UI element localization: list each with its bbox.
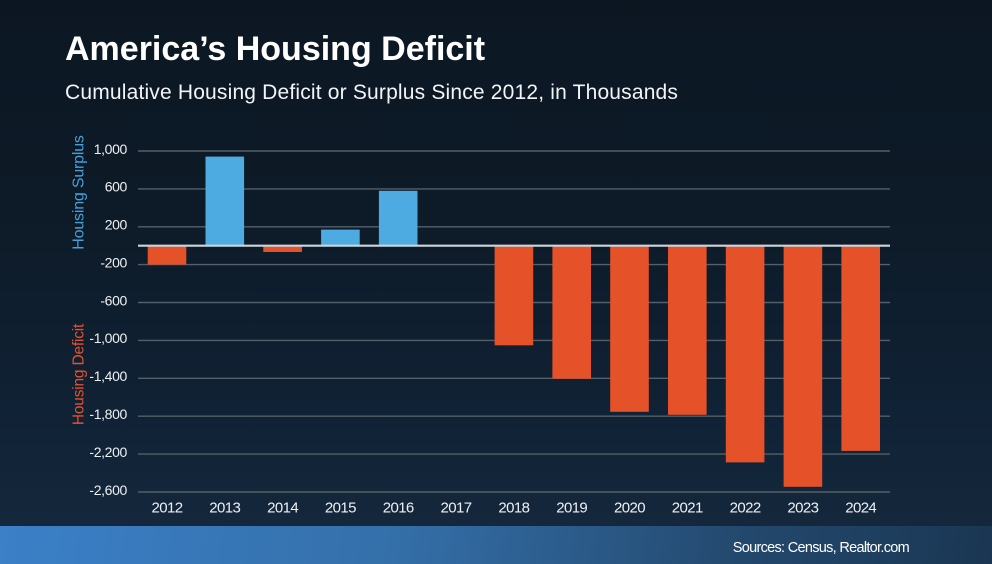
svg-text:2020: 2020 xyxy=(614,500,645,517)
svg-text:2016: 2016 xyxy=(383,500,414,517)
svg-text:2022: 2022 xyxy=(730,500,761,517)
svg-text:2019: 2019 xyxy=(556,500,587,517)
svg-text:2012: 2012 xyxy=(152,500,183,517)
svg-text:200: 200 xyxy=(105,217,128,233)
svg-text:Housing Deficit: Housing Deficit xyxy=(71,323,88,425)
svg-text:600: 600 xyxy=(105,179,128,195)
svg-text:2021: 2021 xyxy=(672,500,703,517)
svg-text:-600: -600 xyxy=(100,292,127,308)
svg-text:Housing Surplus: Housing Surplus xyxy=(71,135,88,250)
svg-text:2015: 2015 xyxy=(325,500,356,517)
svg-text:-1,800: -1,800 xyxy=(89,406,127,422)
svg-text:2018: 2018 xyxy=(498,500,529,517)
svg-text:-2,200: -2,200 xyxy=(89,444,127,460)
svg-text:-2,600: -2,600 xyxy=(89,482,127,498)
svg-text:2024: 2024 xyxy=(845,500,876,517)
svg-text:2013: 2013 xyxy=(209,500,240,517)
svg-text:2023: 2023 xyxy=(787,500,818,517)
svg-text:1,000: 1,000 xyxy=(94,141,128,157)
svg-text:-1,000: -1,000 xyxy=(89,330,127,346)
svg-text:-1,400: -1,400 xyxy=(89,368,127,384)
svg-text:2017: 2017 xyxy=(441,500,472,517)
svg-text:2014: 2014 xyxy=(267,500,298,517)
svg-text:-200: -200 xyxy=(100,254,127,270)
